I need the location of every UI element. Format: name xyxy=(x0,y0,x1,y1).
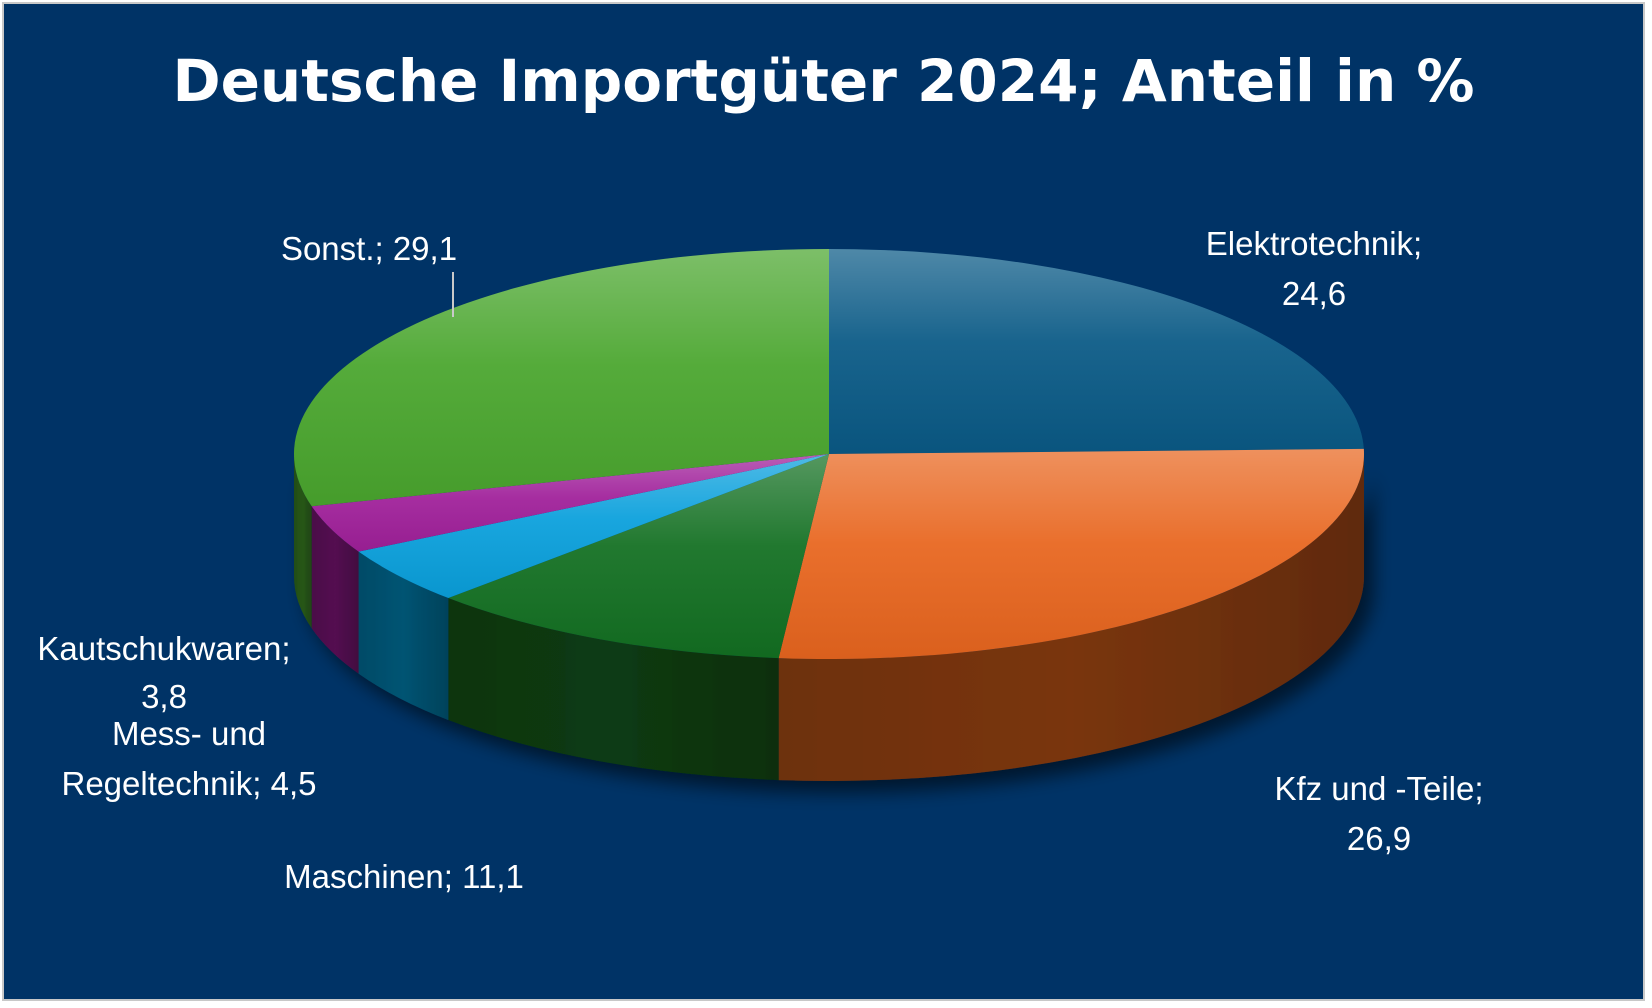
pie-side-shade-sonst xyxy=(294,454,312,629)
data-label-kfz-line2: 26,9 xyxy=(1346,820,1412,857)
pie-slice-shine-kautschukwaren xyxy=(311,454,830,552)
pie-side-shade-kautschukwaren xyxy=(311,506,359,674)
data-label-sonst-line1: Sonst.; 29,1 xyxy=(280,230,458,267)
data-label-elektrotechnik-line1: Elektrotechnik; xyxy=(1205,225,1423,262)
data-label-kfz-line1: Kfz und -Teile; xyxy=(1274,770,1484,807)
pie-side-shade-maschinen xyxy=(448,598,779,781)
data-label-mess-und-regeltechnik: Mess- und Regeltechnik; 4,5 xyxy=(24,709,354,809)
data-label-sonst: Sonst.; 29,1 xyxy=(264,224,474,274)
data-label-elektrotechnik: Elektrotechnik; 24,6 xyxy=(1164,219,1464,319)
data-label-kfz: Kfz und -Teile; 26,9 xyxy=(1229,764,1529,864)
chart-title: Deutsche Importgüter 2024; Anteil in % xyxy=(172,47,1475,115)
data-label-maschinen-line1: Maschinen; 11,1 xyxy=(284,858,524,895)
data-label-kautschukwaren-line2: 3,8 xyxy=(141,678,187,715)
pie-slice-shine-kfz-und-teile xyxy=(778,448,1365,659)
data-label-kautschukwaren: Kautschukwaren; 3,8 xyxy=(9,624,319,722)
pie-slice-shine-elektrotechnik xyxy=(829,249,1364,454)
data-label-mess-line1: Mess- und xyxy=(111,715,267,752)
pie-side-shade-mess-und-regeltechnik xyxy=(358,551,449,721)
pie-slice-shine-maschinen xyxy=(448,454,829,659)
data-label-mess-line2: Regeltechnik; 4,5 xyxy=(61,765,317,802)
pie-slice-shine-mess-und-regeltechnik xyxy=(358,454,829,599)
data-label-maschinen: Maschinen; 11,1 xyxy=(244,852,564,902)
pie-slice-shine-sonst xyxy=(293,249,829,507)
pie-side-shade-kfz-und-teile xyxy=(778,454,1364,782)
data-label-elektrotechnik-line2: 24,6 xyxy=(1281,275,1347,312)
data-label-kautschukwaren-line1: Kautschukwaren; xyxy=(37,630,291,667)
pie-chart xyxy=(293,249,1365,782)
